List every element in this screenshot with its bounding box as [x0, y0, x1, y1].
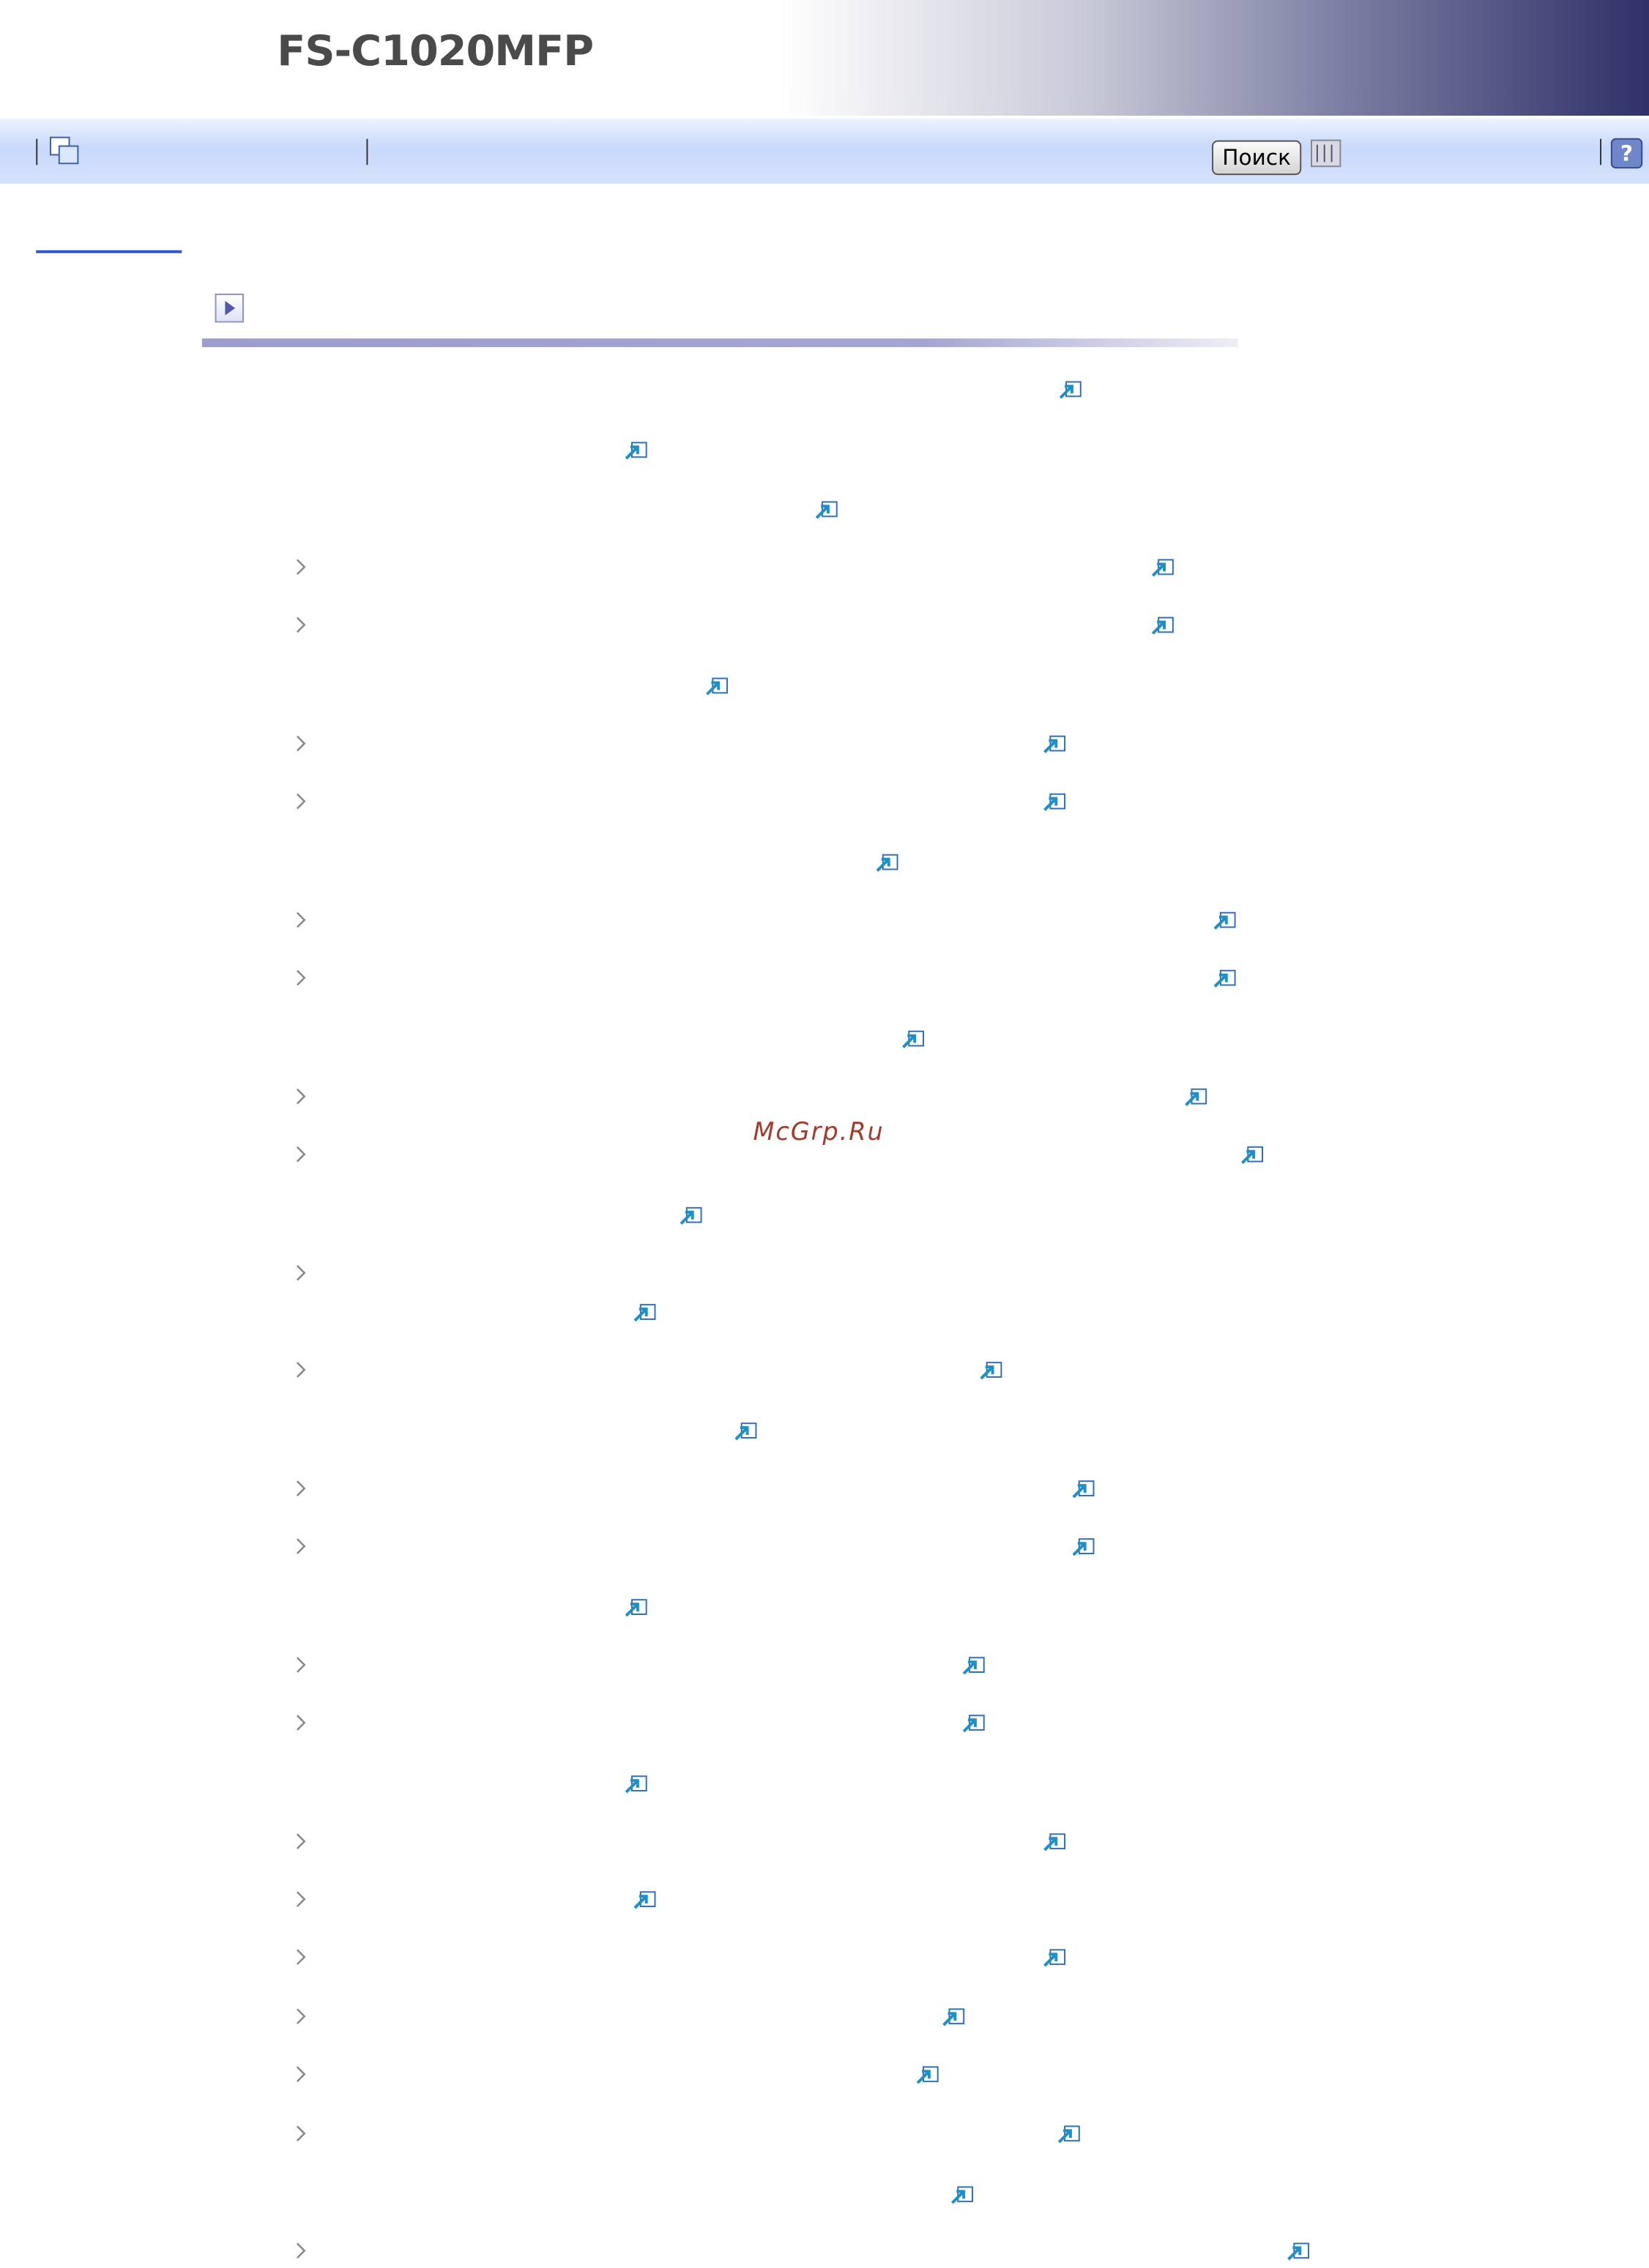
- search-options-icon[interactable]: [1310, 139, 1341, 168]
- link-icon[interactable]: [1185, 1088, 1208, 1108]
- link-icon[interactable]: [625, 1598, 648, 1619]
- link-icon[interactable]: [876, 854, 899, 874]
- bullet-arrow: [296, 2125, 306, 2142]
- bullet-arrow: [296, 735, 306, 752]
- bullet-arrow: [296, 1949, 306, 1966]
- toc-icon[interactable]: [49, 136, 83, 168]
- link-underline[interactable]: [36, 250, 182, 253]
- bullet-arrow: [296, 1088, 306, 1105]
- link-icon[interactable]: [916, 2065, 939, 2086]
- link-icon[interactable]: [1043, 1948, 1067, 1969]
- section-arrow: [225, 300, 236, 316]
- bullet-arrow: [296, 2066, 306, 2083]
- link-icon[interactable]: [633, 1303, 657, 1324]
- link-icon[interactable]: [815, 501, 838, 521]
- section-icon: [215, 294, 244, 323]
- link-icon[interactable]: [1072, 1480, 1095, 1500]
- link-icon[interactable]: [1287, 2242, 1311, 2262]
- link-icon[interactable]: [950, 2185, 974, 2206]
- link-icon[interactable]: [1240, 1146, 1264, 1166]
- link-icon[interactable]: [680, 1206, 703, 1227]
- link-icon[interactable]: [734, 1422, 758, 1442]
- bullet-arrow: [296, 911, 306, 928]
- link-icon[interactable]: [1151, 559, 1175, 579]
- bullet-arrow: [296, 616, 306, 633]
- header-gradient: [778, 0, 1649, 116]
- bullet-arrow: [296, 1891, 306, 1908]
- link-icon[interactable]: [1072, 1537, 1095, 1558]
- bullet-arrow: [296, 1833, 306, 1849]
- link-icon[interactable]: [1151, 616, 1175, 637]
- link-icon[interactable]: [980, 1361, 1003, 1381]
- link-icon[interactable]: [1057, 2125, 1081, 2145]
- link-icon[interactable]: [942, 2007, 966, 2028]
- link-icon[interactable]: [705, 677, 729, 698]
- header-title: FS-C1020MFP: [277, 26, 594, 75]
- link-icon[interactable]: [633, 1890, 657, 1911]
- link-icon[interactable]: [625, 441, 648, 462]
- bullet-arrow: [296, 2008, 306, 2025]
- bullet-arrow: [296, 2242, 306, 2259]
- bullet-arrow: [296, 1715, 306, 1731]
- link-icon[interactable]: [1043, 735, 1067, 756]
- link-icon[interactable]: [901, 1030, 925, 1051]
- search-button[interactable]: Поиск: [1212, 140, 1302, 176]
- watermark: McGrp.Ru: [753, 1118, 885, 1147]
- link-icon[interactable]: [1043, 793, 1067, 813]
- link-icon[interactable]: [1043, 1832, 1067, 1853]
- link-icon[interactable]: [625, 1775, 648, 1795]
- link-icon[interactable]: [1213, 969, 1237, 990]
- link-icon[interactable]: [1213, 911, 1237, 932]
- toolbar: [0, 119, 1649, 184]
- link-icon[interactable]: [1059, 381, 1082, 401]
- bullet-arrow: [296, 1264, 306, 1281]
- help-icon[interactable]: ?: [1610, 138, 1645, 169]
- bullet-arrow: [296, 1480, 306, 1496]
- bullet-arrow: [296, 793, 306, 810]
- bullet-arrow: [296, 1362, 306, 1378]
- bullet-arrow: [296, 559, 306, 575]
- link-icon[interactable]: [962, 1714, 986, 1734]
- bullet-arrow: [296, 969, 306, 986]
- bullet-arrow: [296, 1657, 306, 1673]
- separator: [1600, 138, 1602, 165]
- section-bar: [201, 338, 1238, 348]
- svg-text:?: ?: [1620, 141, 1633, 165]
- bullet-arrow: [296, 1146, 306, 1163]
- bullet-arrow: [296, 1538, 306, 1554]
- separator: [366, 138, 368, 165]
- separator: [36, 138, 38, 165]
- link-icon[interactable]: [962, 1656, 986, 1676]
